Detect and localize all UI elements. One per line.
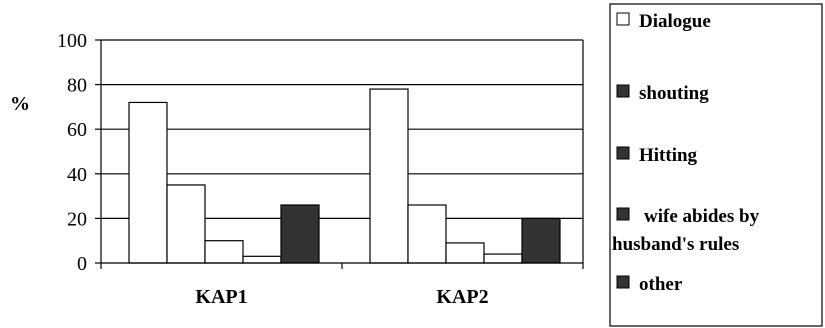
y-tick-labels: 0 20 40 60 80 100 [57,30,101,275]
legend-marker [616,84,630,98]
y-axis-label: % [10,93,30,115]
axes [100,40,584,269]
bar-dialogue [369,88,409,264]
y-tick-label: 100 [57,30,87,52]
legend-marker [616,275,630,289]
legend-label: Hitting [639,145,698,166]
category-label: KAP2 [436,286,488,308]
category-labels: KAP1 KAP2 [195,286,488,308]
bars [128,88,561,264]
legend-label: other [639,274,683,295]
legend-marker [616,12,630,26]
bar-dialogue [128,101,168,264]
y-tick-label: 60 [67,119,87,141]
y-tick-label: 40 [67,164,87,186]
legend-box [609,3,823,327]
legend-label: shouting [639,83,709,104]
bar-hitting [445,242,485,264]
bar-wife [483,253,523,264]
y-tick-label: 0 [77,253,87,275]
y-tick-label: 20 [67,208,87,230]
legend-marker [616,207,630,221]
grid [101,39,583,219]
legend-label: husband's rules [612,234,739,255]
bar-shouting [407,204,447,264]
legend-label: Dialogue [639,11,711,32]
category-label: KAP1 [195,286,247,308]
bar-hitting [204,240,244,264]
bar-wife [242,255,282,264]
legend-label: wife abides by [644,206,760,227]
legend-marker [616,146,630,160]
y-tick-label: 80 [67,75,87,97]
legend: Dialogue shouting Hitting wife abides by hus… [612,11,760,295]
bar-other [280,204,320,264]
bar-shouting [166,184,206,264]
bar-other [521,217,561,264]
